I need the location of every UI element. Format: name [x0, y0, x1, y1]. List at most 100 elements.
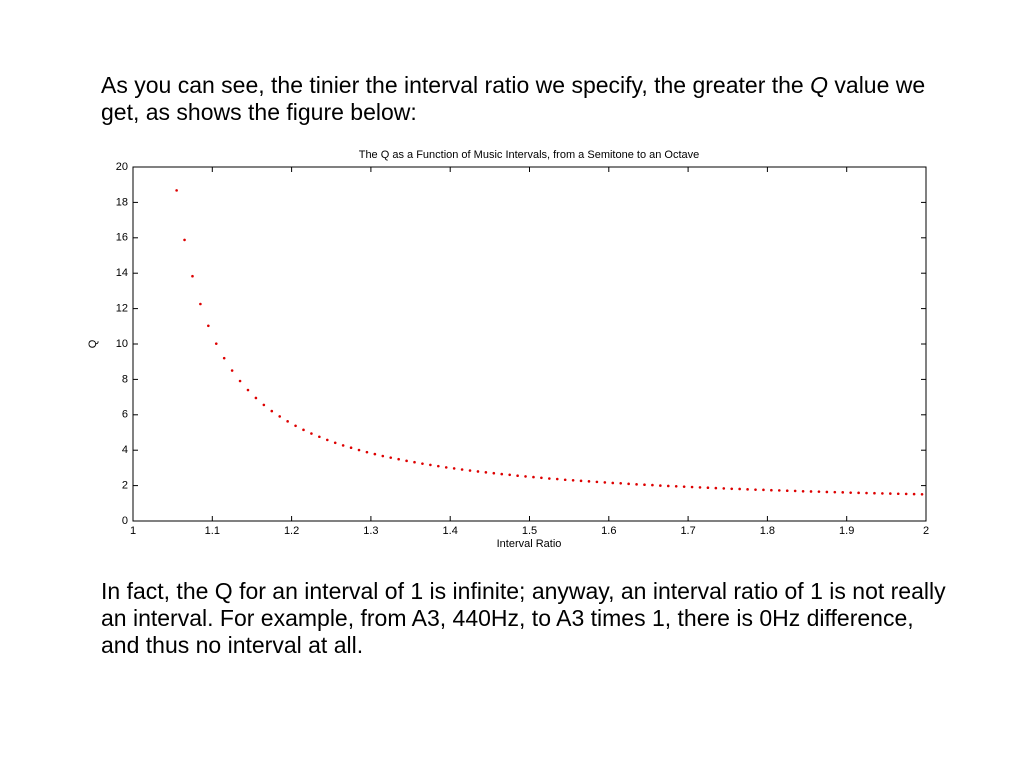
- y-tick-label: 4: [122, 444, 128, 456]
- point: [722, 487, 726, 490]
- point: [357, 448, 361, 452]
- point: [365, 450, 369, 454]
- point: [476, 470, 480, 473]
- point: [762, 488, 765, 492]
- point: [484, 471, 488, 474]
- point: [540, 476, 543, 480]
- point: [619, 481, 622, 485]
- x-tick-label: 1.6: [601, 525, 616, 537]
- point: [270, 409, 274, 413]
- point: [857, 491, 860, 495]
- point: [207, 324, 210, 328]
- x-tick-label: 1.5: [522, 525, 537, 537]
- point: [849, 491, 852, 494]
- point: [444, 466, 448, 469]
- point: [349, 446, 353, 450]
- point: [222, 356, 226, 360]
- point: [555, 477, 559, 481]
- point: [793, 489, 797, 493]
- point: [429, 463, 432, 467]
- point: [666, 484, 670, 488]
- point: [674, 485, 678, 488]
- point: [873, 491, 876, 495]
- point: [318, 435, 321, 439]
- point: [413, 460, 416, 464]
- point: [381, 454, 385, 458]
- y-tick-label: 20: [116, 161, 128, 173]
- point: [325, 438, 329, 442]
- point: [571, 478, 575, 482]
- point: [611, 481, 615, 485]
- point: [714, 486, 718, 490]
- point: [183, 238, 186, 242]
- point: [254, 396, 258, 400]
- point: [635, 483, 638, 486]
- x-tick-label: 1.7: [680, 525, 695, 537]
- y-tick-label: 2: [122, 480, 128, 492]
- closing-text: In fact, the Q for an interval of 1 is i…: [101, 578, 946, 658]
- point: [754, 488, 757, 491]
- point: [341, 444, 345, 447]
- chart: The Q as a Function of Music Intervals, …: [87, 149, 929, 550]
- point: [643, 483, 646, 487]
- intro-text: As you can see, the tinier the interval …: [101, 72, 946, 126]
- point: [246, 388, 250, 392]
- point: [310, 432, 313, 435]
- point: [785, 489, 789, 493]
- x-tick-label: 1.2: [284, 525, 299, 537]
- point: [508, 473, 511, 477]
- point: [175, 189, 178, 192]
- point: [595, 480, 599, 484]
- point: [912, 492, 916, 496]
- y-tick-label: 0: [122, 515, 128, 527]
- point: [730, 487, 734, 491]
- point: [889, 492, 892, 495]
- text: Q: [810, 72, 829, 98]
- point: [452, 467, 456, 470]
- y-tick-label: 8: [122, 373, 128, 385]
- point: [278, 415, 282, 418]
- point: [468, 469, 472, 472]
- point: [548, 477, 551, 480]
- point: [706, 486, 710, 490]
- plot-frame: [132, 166, 927, 522]
- x-tick-label: 1.8: [760, 525, 775, 537]
- x-tick-label: 1.1: [205, 525, 220, 537]
- point: [825, 490, 829, 494]
- point: [563, 478, 567, 482]
- point: [738, 487, 741, 491]
- y-tick-label: 18: [116, 196, 128, 208]
- point: [302, 428, 305, 432]
- text: As you can see, the tinier the interval …: [101, 72, 811, 98]
- point: [801, 489, 805, 493]
- point: [191, 274, 194, 278]
- point: [746, 488, 749, 491]
- text: value we get, as shows the figure below:: [101, 72, 926, 125]
- point: [333, 441, 337, 445]
- point: [421, 462, 424, 465]
- y-axis-label: Q: [87, 339, 99, 348]
- y-tick-label: 12: [116, 303, 128, 315]
- point: [881, 492, 884, 495]
- point: [294, 424, 297, 428]
- point: [627, 482, 630, 486]
- point: [587, 480, 591, 483]
- point: [809, 490, 813, 493]
- x-axis-label: Interval Ratio: [497, 538, 562, 550]
- x-tick-label: 1.3: [363, 525, 378, 537]
- point: [460, 468, 464, 471]
- point: [920, 492, 924, 496]
- point: [238, 379, 242, 383]
- point: [833, 490, 837, 494]
- point: [682, 485, 686, 488]
- point: [199, 302, 202, 306]
- point: [698, 486, 702, 489]
- point: [579, 479, 583, 483]
- point: [405, 459, 408, 463]
- y-tick-label: 16: [116, 232, 128, 244]
- point: [904, 492, 908, 496]
- point: [389, 456, 393, 459]
- point: [524, 475, 527, 478]
- point: [865, 491, 868, 495]
